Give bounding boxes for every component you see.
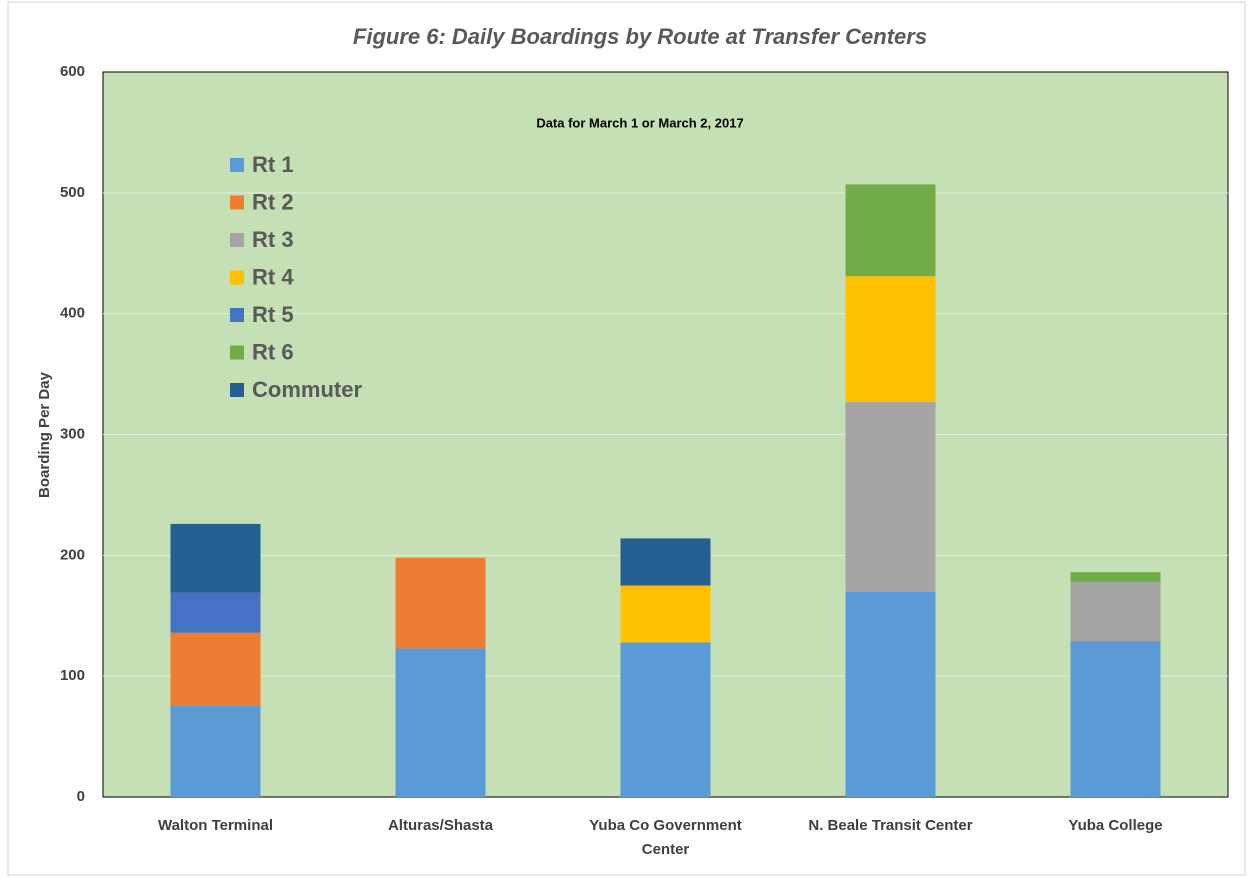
bar-segment: [170, 705, 261, 797]
y-tick-label: 0: [77, 788, 85, 805]
legend-label: Rt 3: [252, 227, 294, 252]
x-tick-label: Alturas/Shasta: [387, 817, 494, 834]
y-tick-label: 300: [60, 425, 85, 442]
bar-segment: [845, 591, 936, 797]
legend-swatch: [230, 308, 244, 322]
bar-segment: [845, 184, 936, 277]
bar-segment: [620, 585, 711, 643]
legend-label: Rt 6: [252, 339, 294, 364]
bar-segment: [845, 401, 936, 592]
bar-segment: [620, 642, 711, 797]
y-axis-label: Boarding Per Day: [36, 371, 53, 498]
bar-segment: [170, 632, 261, 706]
y-tick-label: 600: [60, 63, 85, 80]
legend-label: Rt 1: [252, 152, 294, 177]
bar-segment: [845, 276, 936, 402]
legend-label: Commuter: [252, 377, 362, 402]
x-tick-label: Walton Terminal: [157, 817, 273, 834]
legend-swatch: [230, 383, 244, 397]
bar-segment: [1070, 581, 1161, 642]
legend-swatch: [230, 270, 244, 285]
bar-segment: [1070, 641, 1161, 797]
legend-swatch: [230, 158, 244, 172]
bar-segment: [620, 538, 711, 586]
bar-segment: [170, 523, 261, 593]
bar-segment: [1070, 572, 1161, 582]
y-tick-label: 200: [60, 546, 85, 563]
y-tick-label: 100: [60, 667, 85, 684]
x-tick-label: Yuba College: [1068, 817, 1163, 834]
legend-swatch: [230, 195, 244, 210]
legend-label: Rt 2: [252, 189, 294, 214]
subtitle: Data for March 1 or March 2, 2017: [536, 115, 743, 130]
chart-title: Figure 6: Daily Boardings by Route at Tr…: [353, 24, 927, 49]
y-tick-label: 400: [60, 305, 85, 322]
legend-label: Rt 5: [252, 302, 294, 327]
legend-swatch: [230, 233, 244, 247]
frame: [7, 1, 1246, 876]
legend-swatch: [230, 345, 244, 360]
bar-segment: [395, 648, 486, 797]
x-tick-label: N. Beale Transit Center: [808, 817, 973, 834]
legend-label: Rt 4: [252, 264, 294, 289]
x-tick-label: Yuba Co Government Center: [589, 817, 742, 858]
y-tick-label: 500: [60, 184, 85, 201]
bar-segment: [170, 592, 261, 633]
bar-segment: [395, 557, 486, 649]
